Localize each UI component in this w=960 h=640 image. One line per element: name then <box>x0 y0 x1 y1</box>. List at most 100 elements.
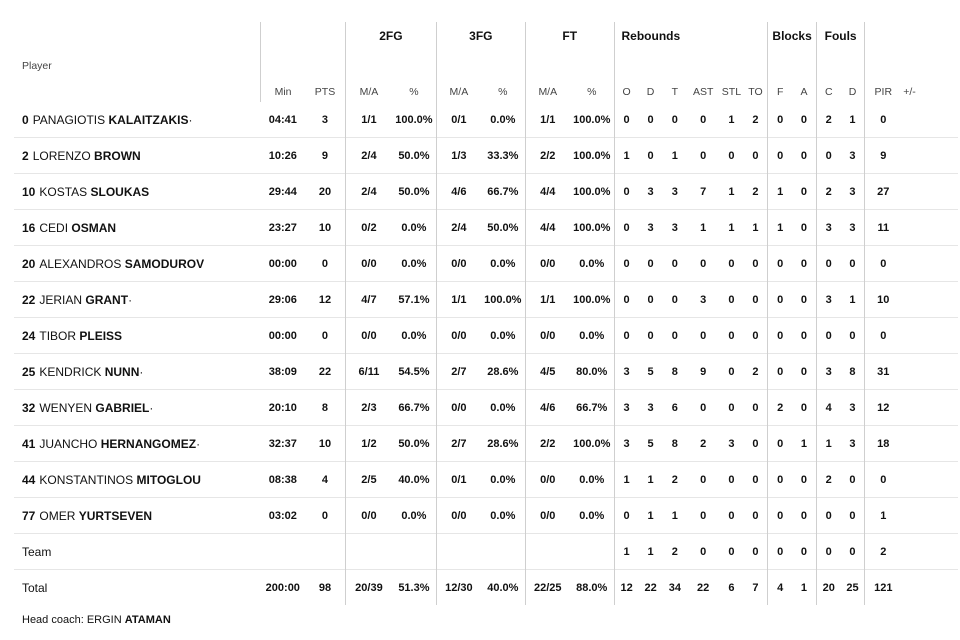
stat-to: 0 <box>743 533 768 570</box>
stat-fd: 1 <box>840 281 865 318</box>
stat-fg3p: 0.0% <box>480 317 526 354</box>
player-number: 44 <box>22 472 36 487</box>
stat-fg3: 1/3 <box>435 137 481 174</box>
col-to: TO <box>748 86 763 98</box>
stat-fg3p: 50.0% <box>480 209 526 246</box>
stat-fg2: 0/2 <box>344 209 392 246</box>
player-number: 25 <box>22 364 36 379</box>
player-first-name: PANAGIOTIS <box>32 112 106 127</box>
player-row[interactable]: 25 KENDRICK NUNN· 38:09 22 6/11 54.5% 2/7 28.6%… <box>14 353 958 390</box>
col-pir: PIR <box>864 50 902 102</box>
stat-ast: 22 <box>686 569 720 605</box>
stat-fg2: 0/0 <box>344 245 392 282</box>
stat-ftp: 100.0% <box>569 209 615 246</box>
stat-d: 0 <box>638 137 663 174</box>
team-row: Team 1 1 2 0 0 0 0 0 0 0 2 <box>14 533 958 570</box>
stat-min <box>260 533 306 570</box>
stat-pts: 3 <box>321 113 329 126</box>
stat-d: 0 <box>647 113 654 126</box>
player-row[interactable]: 77 OMER YURTSEVEN 03:02 0 0/0 0.0% 0/0 0.0% 0/0 0… <box>14 497 958 534</box>
stat-fg3p: 66.7% <box>480 173 526 210</box>
stat-t: 6 <box>662 389 687 426</box>
stat-fd: 25 <box>840 569 865 605</box>
head-coach-last: ATAMAN <box>124 614 171 626</box>
stat-stl: 0 <box>719 245 744 282</box>
player-row[interactable]: 32 WENYEN GABRIEL· 20:10 8 2/3 66.7% 0/0 0.0% 4/… <box>14 389 958 426</box>
stat-t: 8 <box>662 353 687 390</box>
col-pts: PTS <box>314 86 336 98</box>
player-row[interactable]: 24 TIBOR PLEISS 00:00 0 0/0 0.0% 0/0 0.0% 0/0 0.0… <box>14 317 958 354</box>
stat-pts: 0 <box>305 245 346 282</box>
stat-pir: 121 <box>864 569 902 605</box>
stat-ft <box>524 533 570 570</box>
stat-pir: 27 <box>864 173 902 210</box>
stat-pts: 20 <box>305 173 346 210</box>
stat-o: 3 <box>613 425 639 462</box>
stat-to: 2 <box>752 113 759 126</box>
stat-c: 3 <box>815 209 841 246</box>
stat-d: 0 <box>638 281 663 318</box>
stat-fd: 0 <box>840 461 865 498</box>
player-first-name: JERIAN <box>39 292 83 307</box>
col-stl: STL <box>721 86 742 98</box>
stat-to: 0 <box>743 389 768 426</box>
stat-pir: 10 <box>864 281 902 318</box>
stat-fd: 3 <box>840 389 865 426</box>
stat-fg2: 1/2 <box>344 425 392 462</box>
stat-pir: 11 <box>864 209 902 246</box>
stat-f: 0 <box>767 461 793 498</box>
player-row[interactable]: 44 KONSTANTINOS MITOGLOU 08:38 4 2/5 40.0% 0/1… <box>14 461 958 498</box>
col-reb-d: D <box>646 86 655 98</box>
stat-ftp: 100.0% <box>569 173 615 210</box>
stat-fg3p: 0.0% <box>480 245 526 282</box>
player-row[interactable]: 2 LORENZO BROWN 10:26 9 2/4 50.0% 1/3 33.3% 2/2 1… <box>14 137 958 174</box>
player-number: 22 <box>22 292 36 307</box>
player-row[interactable]: 41 JUANCHO HERNANGOMEZ· 32:37 10 1/2 50.0% 2/7… <box>14 425 958 462</box>
stat-pm <box>901 569 958 605</box>
player-name: 24 TIBOR PLEISS <box>14 317 261 354</box>
stat-ft: 0/0 <box>524 461 570 498</box>
player-name: 0 PANAGIOTIS KALAITZAKIS· <box>14 102 261 138</box>
player-row[interactable]: 20 ALEXANDROS SAMODUROV 00:00 0 0/0 0.0% 0/0 0.… <box>14 245 958 282</box>
col-2fg-pct: % <box>409 86 419 98</box>
stat-pm <box>901 281 958 318</box>
stat-stl: 0 <box>719 389 744 426</box>
stat-fd: 0 <box>840 533 865 570</box>
stat-min: 38:09 <box>260 353 306 390</box>
stat-to: 0 <box>743 461 768 498</box>
stat-a: 0 <box>792 497 817 534</box>
stat-d: 3 <box>638 209 663 246</box>
player-row[interactable]: 10 KOSTAS SLOUKAS 29:44 20 2/4 50.0% 4/6 66.7% 4… <box>14 173 958 210</box>
stat-c: 20 <box>815 569 841 605</box>
stat-o: 12 <box>613 569 639 605</box>
stat-to: 0 <box>743 317 768 354</box>
stat-ast: 0 <box>686 497 720 534</box>
player-name: 32 WENYEN GABRIEL· <box>14 389 261 426</box>
stat-fg3: 0/0 <box>435 317 481 354</box>
stat-c: 4 <box>815 389 841 426</box>
stat-d: 1 <box>638 497 663 534</box>
stat-fg2p <box>391 533 437 570</box>
stat-ast: 9 <box>686 353 720 390</box>
player-row[interactable]: 22 JERIAN GRANT· 29:06 12 4/7 57.1% 1/1 100.0% 1… <box>14 281 958 318</box>
stat-fg3p: 40.0% <box>480 569 526 605</box>
stat-fg2p: 0.0% <box>391 245 437 282</box>
player-number: 24 <box>22 328 36 343</box>
stat-ft: 4/4 <box>524 209 570 246</box>
stat-fg3: 2/7 <box>435 353 481 390</box>
player-first-name: JUANCHO <box>39 436 98 451</box>
stat-fg2p: 0.0% <box>391 209 437 246</box>
stat-min: 23:27 <box>260 209 306 246</box>
stat-fg3p: 28.6% <box>480 353 526 390</box>
stat-f: 1 <box>767 173 793 210</box>
stat-pts: 22 <box>305 353 346 390</box>
stat-fg3: 0/1 <box>435 461 481 498</box>
player-first-name: OMER <box>39 508 76 523</box>
player-row[interactable]: 0 PANAGIOTIS KALAITZAKIS· 04:41 3 1/1 100.0% 0… <box>14 102 958 138</box>
stat-fg2: 6/11 <box>344 353 392 390</box>
stat-pir: 0 <box>864 317 902 354</box>
stat-ast: 0 <box>700 113 707 126</box>
col-blk-f: F <box>767 50 793 102</box>
player-row[interactable]: 16 CEDI OSMAN 23:27 10 0/2 0.0% 2/4 50.0% 4/4 100… <box>14 209 958 246</box>
